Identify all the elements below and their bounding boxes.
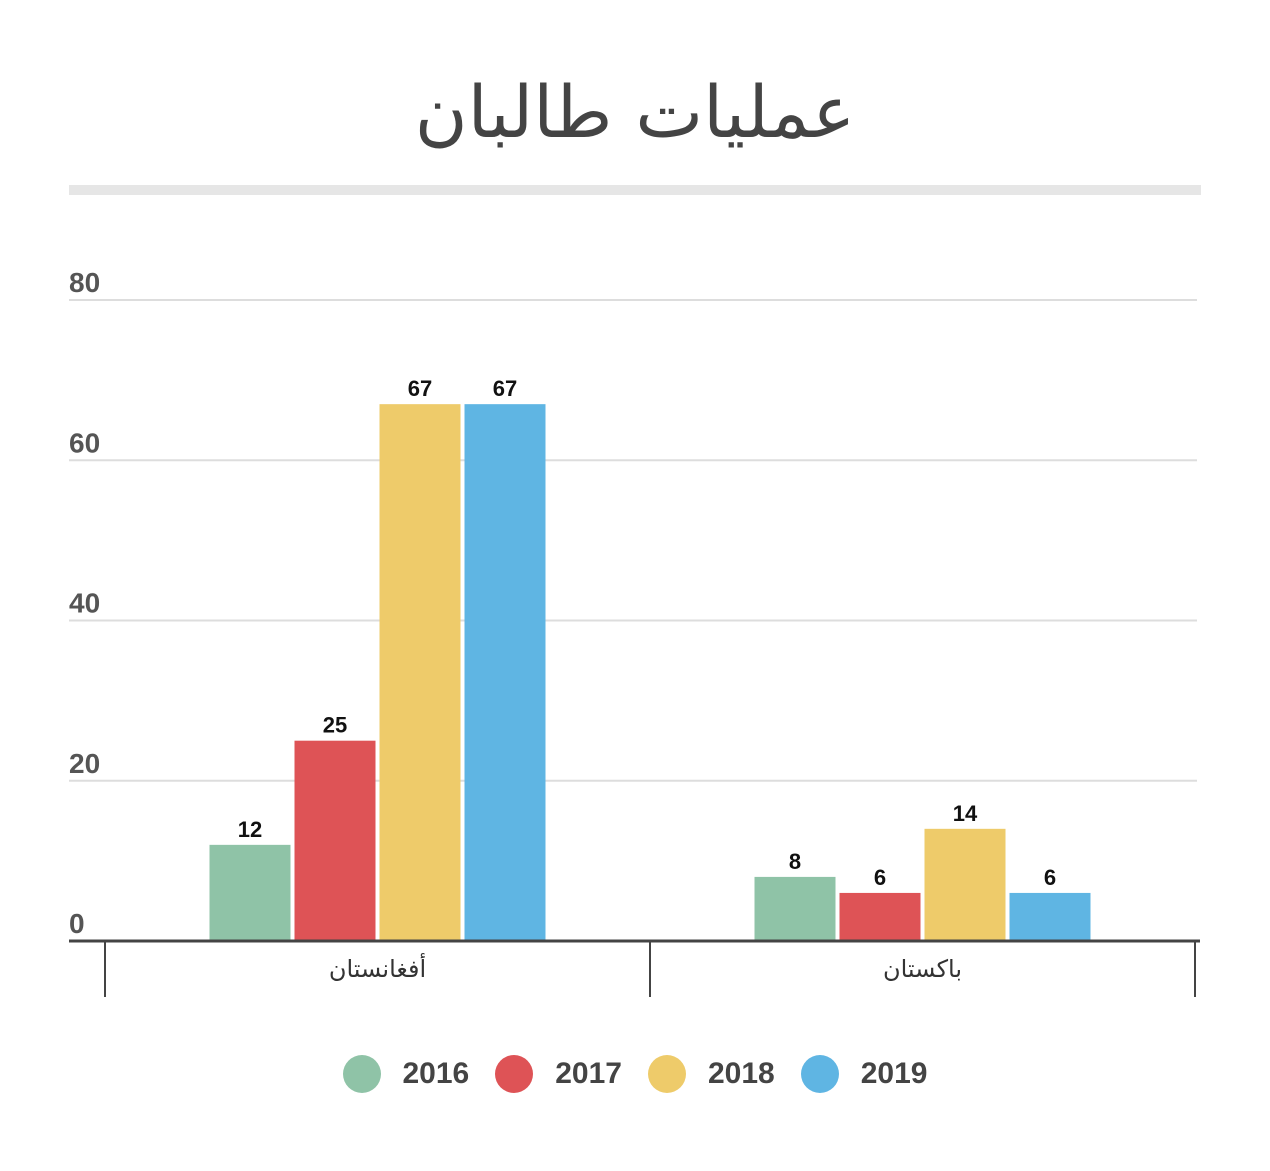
legend-swatch — [800, 1055, 839, 1093]
data-label: 8 — [789, 849, 801, 874]
bar-2019-2 — [1009, 892, 1091, 941]
y-tick-label: 0 — [69, 908, 85, 939]
bar-2017-1 — [294, 740, 376, 941]
legend-label: 2016 — [402, 1057, 470, 1090]
y-tick-label: 60 — [69, 427, 100, 458]
legend-item-2019: 2019 — [800, 1055, 928, 1093]
legend-label: 2017 — [555, 1057, 622, 1090]
data-label: 6 — [1044, 865, 1056, 890]
legend-item-2018: 2018 — [648, 1055, 775, 1093]
bar-2016-2 — [754, 876, 836, 941]
legend: 2016 2017 2018 2019 — [0, 1052, 1270, 1096]
legend-item-2016: 2016 — [342, 1055, 470, 1093]
y-tick-label: 40 — [69, 588, 100, 619]
bar-2019-1 — [464, 404, 546, 942]
y-tick-label: 20 — [69, 748, 100, 779]
data-label: 25 — [323, 713, 347, 738]
title-divider — [69, 185, 1201, 195]
legend-swatch — [648, 1055, 686, 1093]
x-category-label: باكستان — [883, 955, 962, 983]
legend-swatch — [342, 1055, 381, 1093]
legend-label: 2019 — [860, 1057, 928, 1090]
legend-item-2017: 2017 — [495, 1055, 622, 1093]
legend-swatch — [495, 1055, 534, 1093]
bar-2018-1 — [379, 404, 461, 942]
data-label: 67 — [408, 376, 432, 401]
bar-2016-1 — [209, 844, 291, 941]
data-label: 67 — [493, 376, 517, 401]
legend-label: 2018 — [708, 1057, 775, 1090]
data-label: 6 — [874, 865, 886, 890]
data-label: 14 — [953, 801, 978, 826]
bar-2017-2 — [839, 892, 921, 941]
data-label: 12 — [238, 817, 262, 842]
x-category-label: أفغانستان — [329, 953, 426, 983]
y-tick-label: 80 — [69, 267, 100, 298]
bar-2018-2 — [924, 828, 1006, 941]
chart-title: عمليات طالبان — [414, 70, 856, 154]
